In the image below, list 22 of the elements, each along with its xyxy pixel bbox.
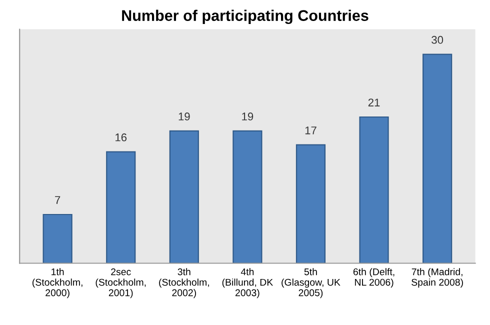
data-label: 21: [368, 98, 380, 106]
x-tick-label: 1th (Stockholm, 2000): [32, 268, 82, 298]
x-tick-label: 3th (Stockholm, 2002): [159, 268, 209, 298]
bar: [169, 130, 199, 264]
data-label: 19: [178, 112, 190, 120]
bar: [359, 116, 389, 264]
x-tick-label: 5th (Glasgow, UK 2005): [282, 268, 340, 298]
x-tick-label: 2sec (Stockholm, 2001): [96, 268, 146, 298]
bar: [232, 130, 262, 264]
bar: [422, 54, 452, 264]
bar: [106, 151, 136, 264]
data-label: 17: [305, 126, 316, 134]
x-tick-label: 4th (Billund, DK 2003): [222, 268, 274, 298]
bar: [42, 214, 72, 264]
chart-title: Number of participating Countries: [122, 10, 368, 24]
data-label: 30: [432, 36, 444, 44]
data-label: 16: [116, 133, 127, 142]
x-tick-label: 7th (Madrid, Spain 2008): [412, 268, 463, 288]
bar: [296, 144, 326, 264]
data-label: 7: [55, 196, 60, 204]
x-tick-label: 6th (Delft, NL 2006): [353, 268, 394, 288]
data-label: 19: [242, 112, 254, 120]
